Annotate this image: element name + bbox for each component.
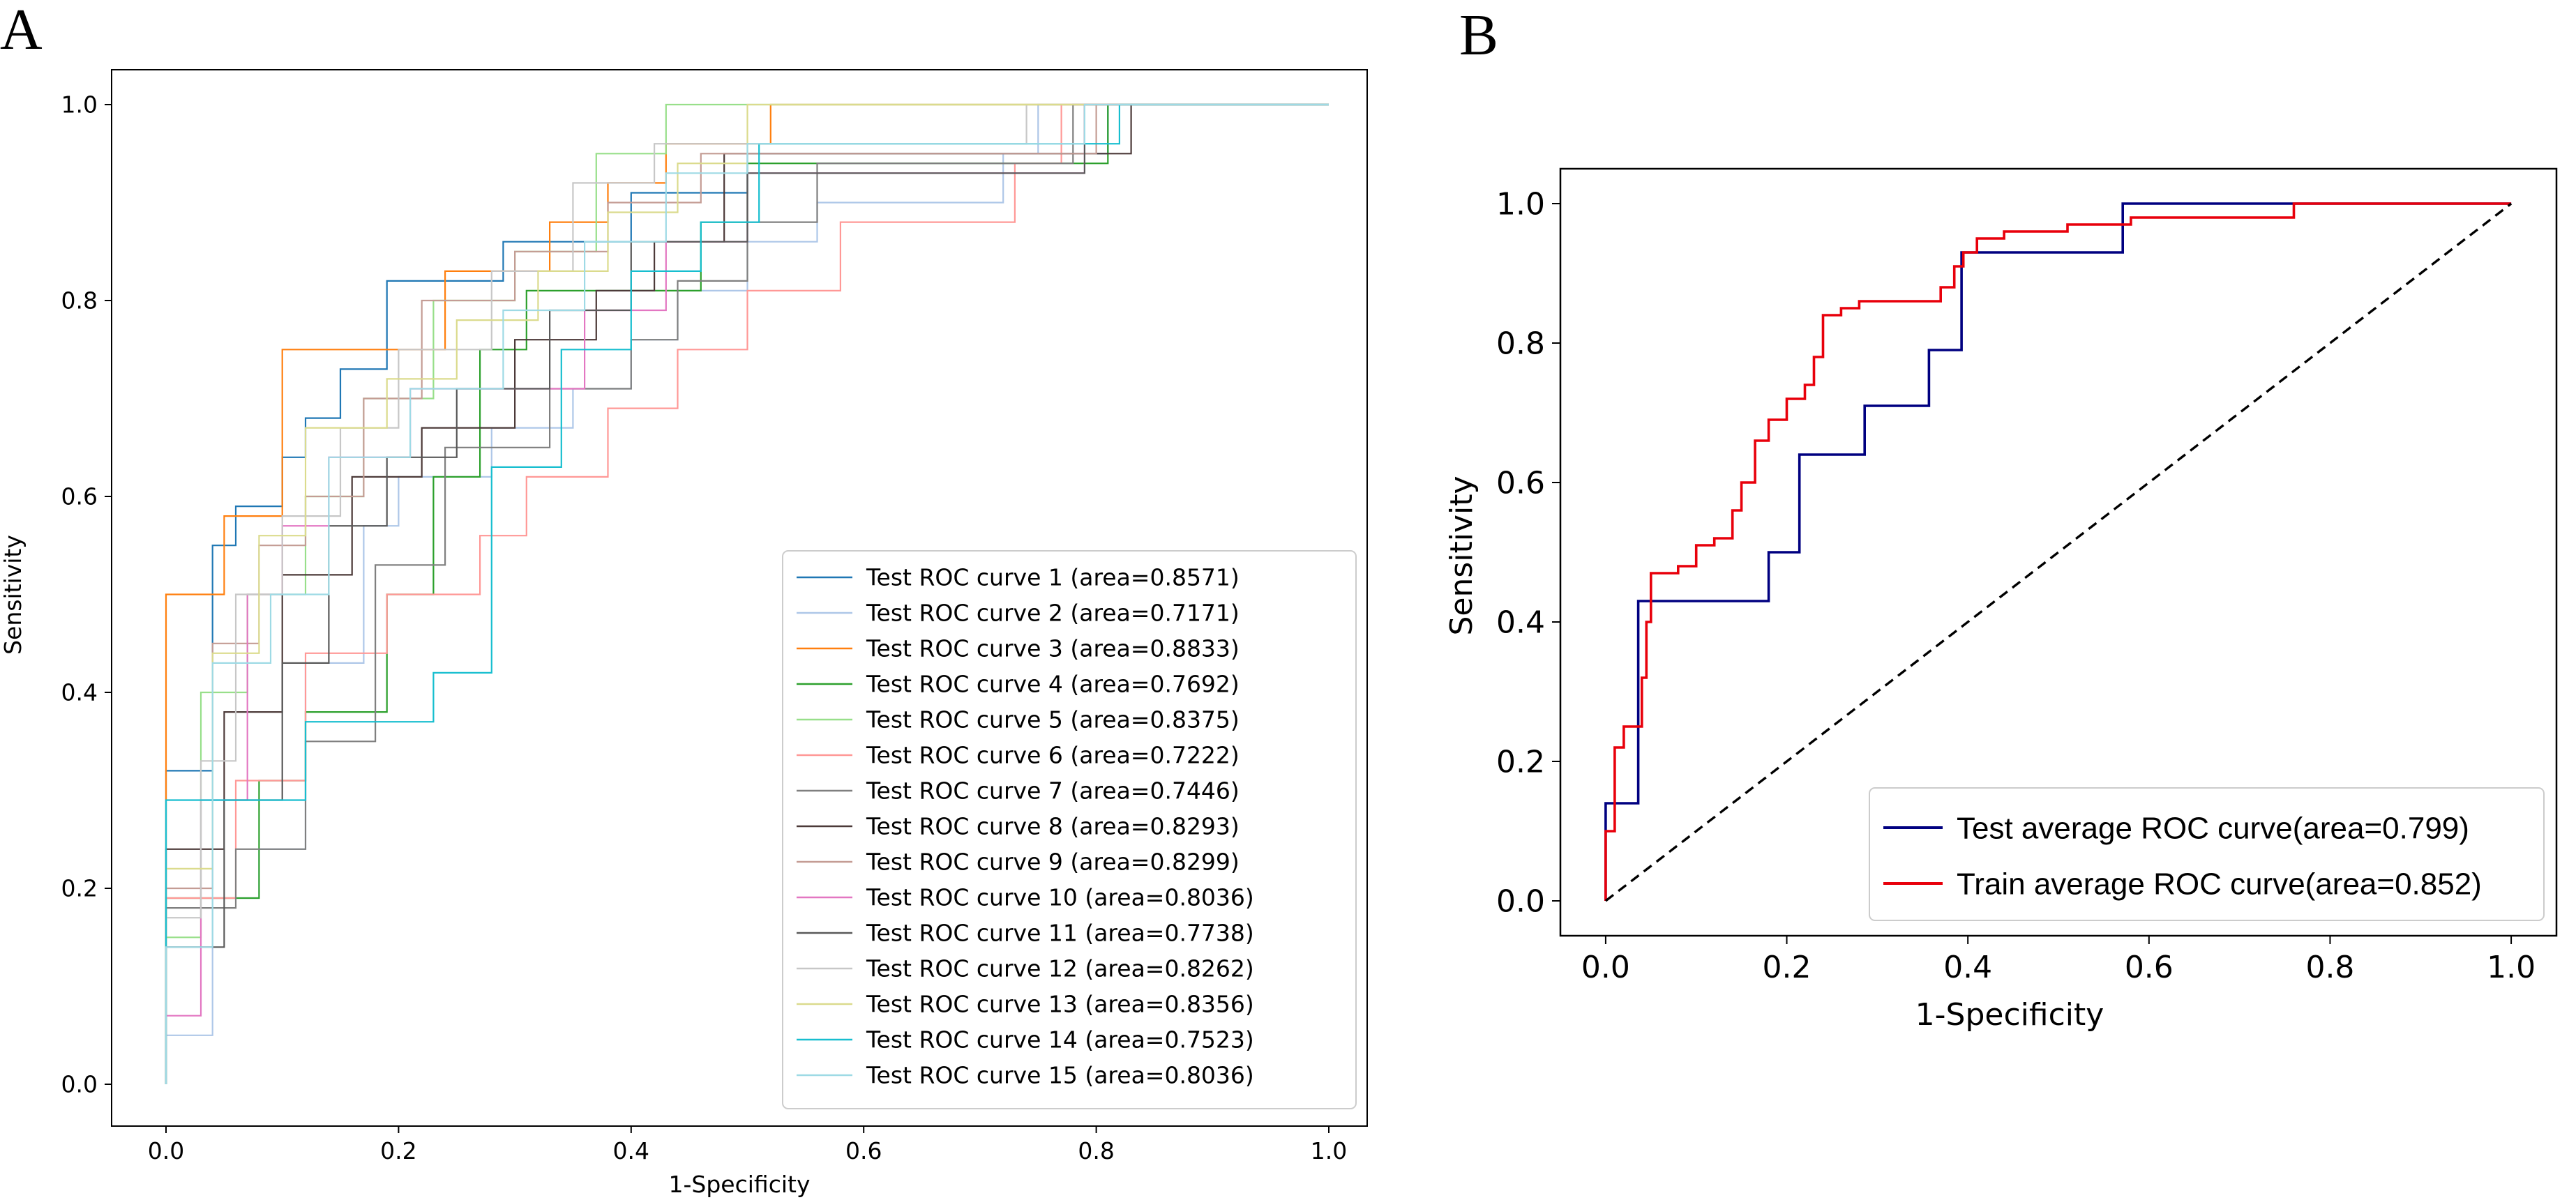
chart-b-series-group	[1604, 202, 2513, 902]
chart-b-y-tick-label: 0.4	[1496, 605, 1545, 640]
chart-b-legend-label: Train average ROC curve(area=0.852)	[1957, 867, 2482, 901]
chart-b-y-label: Sensitivity	[1444, 476, 1479, 635]
chart-b-legend-label: Test average ROC curve(area=0.799)	[1957, 811, 2469, 845]
chart-a-legend-box	[782, 550, 1357, 1109]
panel-letter-a: A	[0, 0, 43, 62]
chart-a-x-tick-label: 0.8	[1078, 1137, 1114, 1164]
chart-b-y-tick-label: 1.0	[1496, 186, 1545, 222]
chart-b-x-tick-label: 0.6	[2125, 950, 2174, 985]
chart-b-legend-box	[1869, 787, 2545, 921]
chart-a-series-line-9	[165, 103, 1329, 1084]
chart-b-legend-entries: Test average ROC curve(area=0.799) Train …	[1883, 811, 2482, 901]
chart-a-y-tick-label: 0.0	[61, 1071, 98, 1098]
chart-b-series-line-1	[1604, 202, 2512, 901]
chart-a-series-line-14	[165, 103, 1329, 1084]
chart-b: 0.0 0.2 0.4 0.6 0.8 1.0 0.0 0.2 0.4 0.6 0.8 1.0 1-…	[1444, 167, 2558, 1033]
chart-a-legend-label: Test ROC curve 2 (area=0.7171)	[866, 600, 1240, 627]
chart-a-legend-label: Test ROC curve 5 (area=0.8375)	[866, 706, 1240, 734]
chart-a-y-label: Sensitivity	[0, 535, 27, 655]
chart-a-legend-label: Test ROC curve 6 (area=0.7222)	[866, 742, 1240, 769]
chart-a-y-axis: 0.0 0.2 0.4 0.6 0.8 1.0	[61, 91, 112, 1098]
chart-b-y-tick-label: 0.6	[1496, 465, 1545, 501]
chart-b-y-tick-label: 0.0	[1496, 883, 1545, 919]
panel-letter-b: B	[1459, 3, 1498, 68]
chart-a-legend-label: Test ROC curve 13 (area=0.8356)	[866, 991, 1254, 1018]
chart-b-legend: Test average ROC curve(area=0.799) Train …	[1869, 787, 2545, 921]
chart-b-plot-frame	[1559, 167, 2558, 937]
chart-a-legend-label: Test ROC curve 4 (area=0.7692)	[866, 671, 1240, 698]
chart-a-legend: Test ROC curve 1 (area=0.8571) Test ROC c…	[782, 550, 1357, 1109]
chart-b-x-tick-label: 0.8	[2305, 950, 2354, 985]
chart-a-legend-label: Test ROC curve 12 (area=0.8262)	[866, 955, 1254, 982]
chart-a-legend-label: Test ROC curve 15 (area=0.8036)	[866, 1062, 1254, 1089]
chart-b-x-axis: 0.0 0.2 0.4 0.6 0.8 1.0	[1581, 936, 2536, 985]
chart-a-x-label: 1-Specificity	[669, 1171, 811, 1198]
chart-b-y-tick-label: 0.2	[1496, 744, 1545, 780]
chart-a-y-tick-label: 0.6	[61, 483, 98, 510]
chart-a-series-line-8	[165, 103, 1329, 1084]
chart-b-x-tick-label: 0.0	[1581, 950, 1630, 985]
chart-a-legend-label: Test ROC curve 7 (area=0.7446)	[866, 777, 1240, 805]
chart-a-y-tick-label: 0.8	[61, 287, 98, 314]
chart-a-legend-label: Test ROC curve 14 (area=0.7523)	[866, 1026, 1254, 1054]
chart-a-series-line-15	[165, 103, 1329, 1084]
chart-a-x-tick-label: 0.6	[845, 1137, 882, 1164]
chart-a-series-line-13	[165, 103, 1329, 1084]
chart-a-x-tick-label: 0.0	[148, 1137, 184, 1164]
chart-b-series-line-2	[1604, 202, 2512, 901]
chart-a-legend-label: Test ROC curve 3 (area=0.8833)	[866, 635, 1240, 662]
chart-a-series-group	[165, 103, 1329, 1084]
chart-a-legend-label: Test ROC curve 10 (area=0.8036)	[866, 884, 1254, 911]
chart-b-x-label: 1-Specificity	[1915, 997, 2104, 1033]
chart-a-legend-label: Test ROC curve 9 (area=0.8299)	[866, 849, 1240, 876]
chart-b-x-tick-label: 0.4	[1943, 950, 1992, 985]
chart-b-chance-line	[1604, 202, 2513, 902]
chart-b-y-axis: 0.0 0.2 0.4 0.6 0.8 1.0	[1496, 186, 1560, 919]
chart-a-x-tick-label: 1.0	[1311, 1137, 1347, 1164]
chart-a-x-tick-label: 0.2	[380, 1137, 416, 1164]
chart-b-x-tick-label: 0.2	[1763, 950, 1812, 985]
chart-a-x-tick-label: 0.4	[613, 1137, 649, 1164]
chart-a-y-tick-label: 1.0	[61, 91, 98, 119]
chart-a-plot-frame	[111, 69, 1368, 1127]
chart-a-legend-label: Test ROC curve 11 (area=0.7738)	[866, 920, 1254, 947]
chart-a-y-tick-label: 0.2	[61, 875, 98, 902]
chart-a: 0.0 0.2 0.4 0.6 0.8 1.0 0.0 0.2 0.4 0.6 0.8 1.0 1-…	[0, 69, 1368, 1198]
chart-a-x-axis: 0.0 0.2 0.4 0.6 0.8 1.0	[148, 1126, 1347, 1164]
chart-b-y-tick-label: 0.8	[1496, 326, 1545, 361]
chart-a-legend-label: Test ROC curve 8 (area=0.8293)	[866, 813, 1240, 840]
chart-a-legend-label: Test ROC curve 1 (area=0.8571)	[866, 564, 1240, 591]
chart-a-y-tick-label: 0.4	[61, 679, 98, 706]
chart-a-legend-entries: Test ROC curve 1 (area=0.8571) Test ROC c…	[797, 564, 1254, 1089]
chart-b-x-tick-label: 1.0	[2487, 950, 2536, 985]
